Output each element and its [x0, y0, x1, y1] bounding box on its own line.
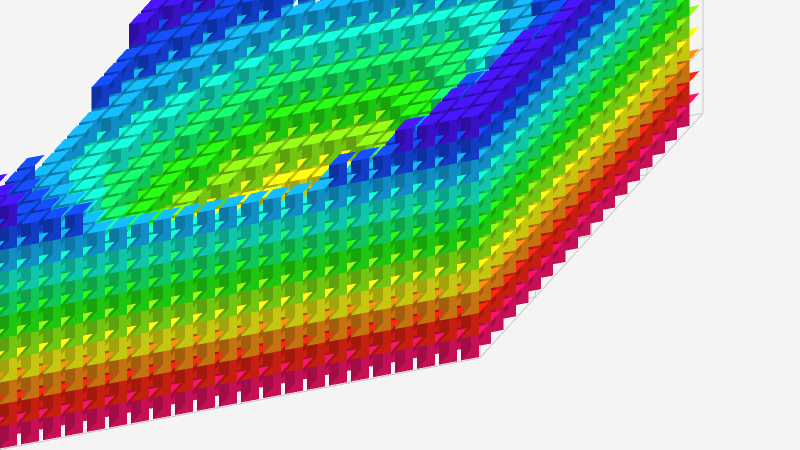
figure-canvas: [0, 0, 704, 450]
bar3d-voxel-collection: [0, 0, 700, 449]
